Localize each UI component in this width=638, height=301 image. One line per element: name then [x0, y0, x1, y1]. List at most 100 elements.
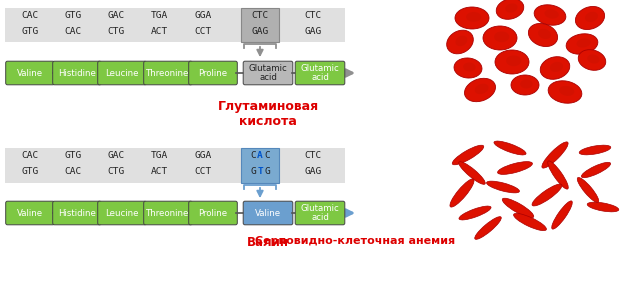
Text: CTC: CTC [304, 11, 322, 20]
Text: GTG: GTG [22, 166, 39, 175]
Ellipse shape [454, 58, 482, 78]
FancyBboxPatch shape [144, 201, 192, 225]
Ellipse shape [466, 12, 481, 22]
Ellipse shape [456, 36, 468, 46]
Text: A: A [257, 151, 263, 160]
Ellipse shape [494, 141, 526, 155]
Ellipse shape [575, 6, 605, 29]
FancyBboxPatch shape [6, 201, 54, 225]
Ellipse shape [579, 145, 611, 155]
Text: G: G [264, 166, 270, 175]
Text: T: T [257, 166, 263, 175]
Ellipse shape [506, 55, 521, 66]
Ellipse shape [528, 23, 558, 47]
Ellipse shape [496, 0, 524, 19]
FancyBboxPatch shape [241, 8, 279, 42]
Ellipse shape [455, 7, 489, 29]
Ellipse shape [544, 9, 559, 19]
Text: Glutamic
acid: Glutamic acid [249, 64, 287, 82]
Ellipse shape [566, 34, 598, 54]
FancyBboxPatch shape [144, 61, 192, 85]
FancyBboxPatch shape [243, 201, 293, 225]
Text: CAC: CAC [64, 26, 82, 36]
Ellipse shape [502, 198, 534, 218]
Ellipse shape [450, 179, 474, 207]
Text: ACT: ACT [151, 166, 168, 175]
Ellipse shape [459, 162, 486, 184]
Ellipse shape [577, 178, 598, 203]
Ellipse shape [585, 12, 598, 22]
Ellipse shape [552, 201, 572, 229]
Text: CTC: CTC [251, 11, 269, 20]
Text: Глутаминовая
кислота: Глутаминовая кислота [218, 100, 318, 128]
Ellipse shape [494, 31, 509, 42]
Ellipse shape [550, 62, 563, 72]
Text: CAC: CAC [22, 11, 39, 20]
Ellipse shape [520, 79, 533, 88]
Text: TGA: TGA [151, 11, 168, 20]
Ellipse shape [487, 181, 519, 193]
Text: CCT: CCT [195, 166, 212, 175]
Ellipse shape [578, 50, 605, 70]
Text: Glutamic
acid: Glutamic acid [300, 64, 339, 82]
Ellipse shape [495, 50, 529, 74]
Ellipse shape [538, 29, 551, 39]
Text: GTG: GTG [64, 11, 82, 20]
Ellipse shape [452, 145, 484, 165]
FancyBboxPatch shape [189, 61, 237, 85]
Ellipse shape [483, 26, 517, 50]
Text: ACT: ACT [151, 26, 168, 36]
Text: CTC: CTC [304, 151, 322, 160]
Ellipse shape [475, 217, 501, 239]
FancyBboxPatch shape [98, 201, 146, 225]
Text: TGA: TGA [151, 151, 168, 160]
FancyBboxPatch shape [5, 8, 345, 42]
Text: Valine: Valine [17, 69, 43, 77]
FancyBboxPatch shape [295, 201, 345, 225]
Ellipse shape [464, 78, 496, 102]
Text: GAG: GAG [304, 166, 322, 175]
FancyBboxPatch shape [6, 61, 54, 85]
Text: GAG: GAG [304, 26, 322, 36]
FancyBboxPatch shape [53, 61, 101, 85]
Text: GTG: GTG [64, 151, 82, 160]
FancyBboxPatch shape [295, 61, 345, 85]
Ellipse shape [577, 39, 591, 48]
Text: C: C [250, 151, 256, 160]
Ellipse shape [587, 202, 619, 212]
Text: GGA: GGA [195, 151, 212, 160]
FancyBboxPatch shape [5, 148, 345, 183]
Ellipse shape [540, 57, 570, 79]
Text: CTG: CTG [107, 26, 124, 36]
Ellipse shape [587, 54, 600, 64]
Ellipse shape [459, 206, 491, 220]
FancyBboxPatch shape [243, 61, 293, 85]
Ellipse shape [514, 213, 546, 231]
Text: GAC: GAC [107, 151, 124, 160]
Text: Валин: Валин [247, 236, 289, 249]
Text: CTG: CTG [107, 166, 124, 175]
Ellipse shape [559, 86, 574, 96]
Text: Valine: Valine [255, 209, 281, 218]
Text: Histidine: Histidine [58, 69, 96, 77]
Text: Histidine: Histidine [58, 209, 96, 218]
Text: GGA: GGA [195, 11, 212, 20]
Text: Proline: Proline [198, 209, 228, 218]
Text: CAC: CAC [64, 166, 82, 175]
Ellipse shape [511, 75, 539, 95]
Text: Threonine: Threonine [146, 209, 189, 218]
Ellipse shape [542, 142, 568, 168]
Text: Proline: Proline [198, 69, 228, 77]
Ellipse shape [498, 162, 533, 174]
Text: Valine: Valine [17, 209, 43, 218]
Text: Серповидно-клеточная анемия: Серповидно-клеточная анемия [255, 236, 455, 246]
Ellipse shape [447, 30, 473, 54]
Text: GTG: GTG [22, 26, 39, 36]
Ellipse shape [475, 84, 489, 94]
Ellipse shape [463, 63, 476, 72]
FancyBboxPatch shape [241, 148, 279, 183]
FancyBboxPatch shape [189, 201, 237, 225]
Text: Leucine: Leucine [105, 209, 138, 218]
Text: Glutamic
acid: Glutamic acid [300, 204, 339, 222]
Ellipse shape [548, 81, 582, 103]
